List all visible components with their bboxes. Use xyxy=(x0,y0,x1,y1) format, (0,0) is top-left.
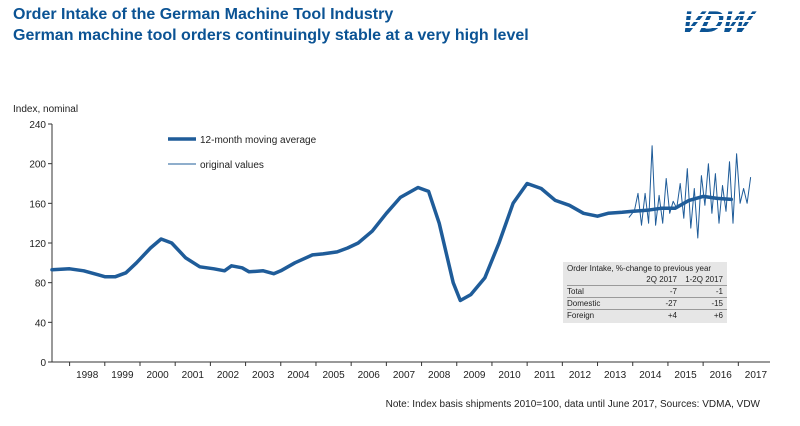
x-tick-label: 2011 xyxy=(534,370,556,381)
vdw-logo: VDW xyxy=(677,6,772,36)
x-tick-label: 2017 xyxy=(745,370,768,381)
series-line-moving-average xyxy=(50,181,734,303)
stat-col-2: 1-2Q 2017 xyxy=(685,275,723,284)
legend: 12-month moving average original values xyxy=(168,135,317,171)
table-row: Domestic -27 -15 xyxy=(567,297,727,309)
footnote: Note: Index basis shipments 2010=100, da… xyxy=(385,399,760,410)
x-tick-label: 2000 xyxy=(146,370,169,381)
stat-row-value: +6 xyxy=(713,311,723,320)
x-tick-label: 2008 xyxy=(428,370,451,381)
x-tick-label: 2001 xyxy=(182,370,205,381)
stat-table-header: 2Q 2017 1-2Q 2017 xyxy=(567,274,727,285)
legend-label-moving-average: 12-month moving average xyxy=(200,135,317,146)
table-row: Total -7 -1 xyxy=(567,285,727,297)
table-row: Foreign +4 +6 xyxy=(567,309,727,321)
y-tick-label: 200 xyxy=(29,160,46,171)
series-lines xyxy=(50,145,752,303)
chart-title: Order Intake of the German Machine Tool … xyxy=(13,6,394,23)
x-tick-label: 2004 xyxy=(287,370,310,381)
y-tick-label: 240 xyxy=(29,120,46,131)
y-tick-label: 160 xyxy=(29,199,46,210)
x-axis: 1998 1999 2000 2001 2002 2003 2004 2005 2006 2007… xyxy=(52,361,770,381)
x-tick-label: 2002 xyxy=(217,370,240,381)
stat-row-value: -27 xyxy=(665,299,677,308)
x-tick-label: 2009 xyxy=(463,370,486,381)
x-tick-label: 1999 xyxy=(111,370,134,381)
stat-row-value: -7 xyxy=(669,287,677,296)
y-tick-label: 120 xyxy=(29,239,46,250)
stat-row-value: -15 xyxy=(711,299,723,308)
legend-label-original: original values xyxy=(200,160,264,171)
stat-row-label: Domestic xyxy=(567,299,601,308)
x-tick-label: 2010 xyxy=(498,370,521,381)
stat-row-label: Foreign xyxy=(567,311,595,320)
x-tick-label: 2016 xyxy=(710,370,733,381)
stat-row-value: +4 xyxy=(667,311,677,320)
series-line-original-values xyxy=(628,145,752,239)
y-tick-label: 40 xyxy=(35,318,47,329)
x-tick-label: 2005 xyxy=(322,370,345,381)
stat-table-title: Order Intake, %-change to previous year xyxy=(567,264,712,273)
x-tick-label: 2003 xyxy=(252,370,275,381)
x-tick-label: 2013 xyxy=(604,370,627,381)
x-tick-label: 2012 xyxy=(569,370,592,381)
x-tick-label: 2007 xyxy=(393,370,416,381)
x-tick-label: 2014 xyxy=(639,370,662,381)
y-ticks: 0 40 80 120 160 200 240 xyxy=(29,120,53,369)
stat-table: Order Intake, %-change to previous year … xyxy=(563,262,727,323)
stat-row-value: -1 xyxy=(715,287,723,296)
x-tick-label: 2006 xyxy=(358,370,381,381)
y-tick-label: 80 xyxy=(35,279,47,290)
legend-moving-average-text: 12-month moving average xyxy=(200,135,317,146)
stat-col-1: 2Q 2017 xyxy=(646,275,677,284)
y-tick-label: 0 xyxy=(40,358,46,369)
x-tick-label: 2015 xyxy=(674,370,697,381)
x-tick-label: 1998 xyxy=(76,370,99,381)
chart-subtitle: German machine tool orders continuingly … xyxy=(13,27,529,44)
stat-row-label: Total xyxy=(567,287,584,296)
y-axis-label: Index, nominal xyxy=(13,104,79,115)
